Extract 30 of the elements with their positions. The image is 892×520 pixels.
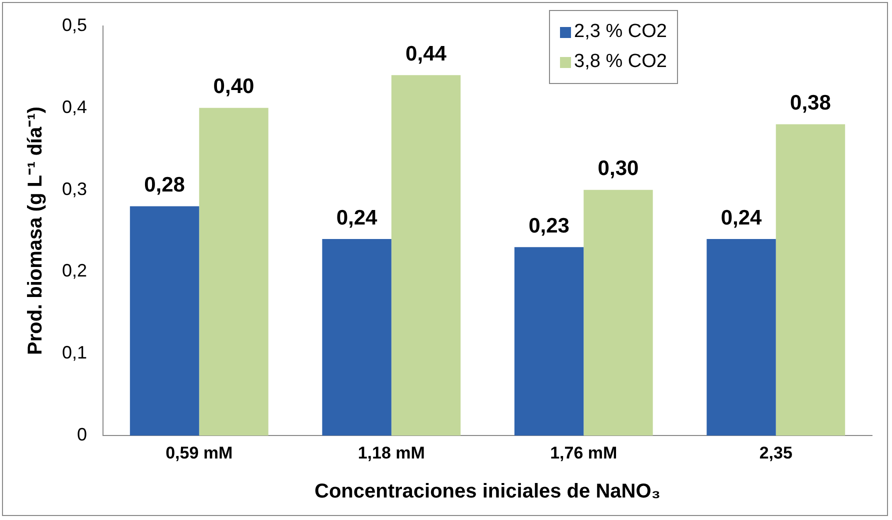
y-axis-title: Prod. biomasa (g L⁻¹ día⁻¹) — [24, 106, 47, 356]
y-tick-label: 0,3 — [62, 178, 88, 199]
bar — [776, 124, 846, 436]
legend-label: 2,3 % CO2 — [574, 20, 667, 44]
data-label: 0,40 — [213, 75, 254, 98]
data-label: 0,23 — [528, 214, 570, 238]
x-axis-title: Concentraciones iniciales de NaNO₃ — [314, 480, 661, 503]
data-label: 0,24 — [336, 206, 378, 230]
y-tick-label: 0 — [77, 424, 88, 445]
bar — [706, 238, 776, 436]
data-label: 0,30 — [598, 157, 639, 180]
x-tick-label: 0,59 mM — [166, 443, 233, 462]
data-label: 0,44 — [406, 42, 447, 66]
y-tick-label: 0,1 — [62, 342, 88, 363]
bar — [514, 247, 584, 436]
data-label: 0,24 — [720, 206, 762, 230]
bar — [584, 190, 653, 436]
bar — [322, 238, 392, 436]
data-label: 0,38 — [790, 92, 832, 115]
data-label: 0,28 — [144, 174, 186, 197]
x-tick-label: 1,76 mM — [550, 443, 618, 462]
legend-label: 3,8 % CO2 — [574, 50, 667, 74]
y-tick-label: 0,4 — [62, 96, 88, 117]
y-tick-label: 0,2 — [62, 260, 88, 281]
bar — [199, 108, 268, 436]
bar — [130, 206, 200, 436]
x-tick-label: 1,18 mM — [358, 443, 425, 462]
bar — [391, 75, 461, 436]
y-tick-label: 0,5 — [62, 14, 88, 35]
x-tick-label: 2,35 — [759, 443, 792, 462]
